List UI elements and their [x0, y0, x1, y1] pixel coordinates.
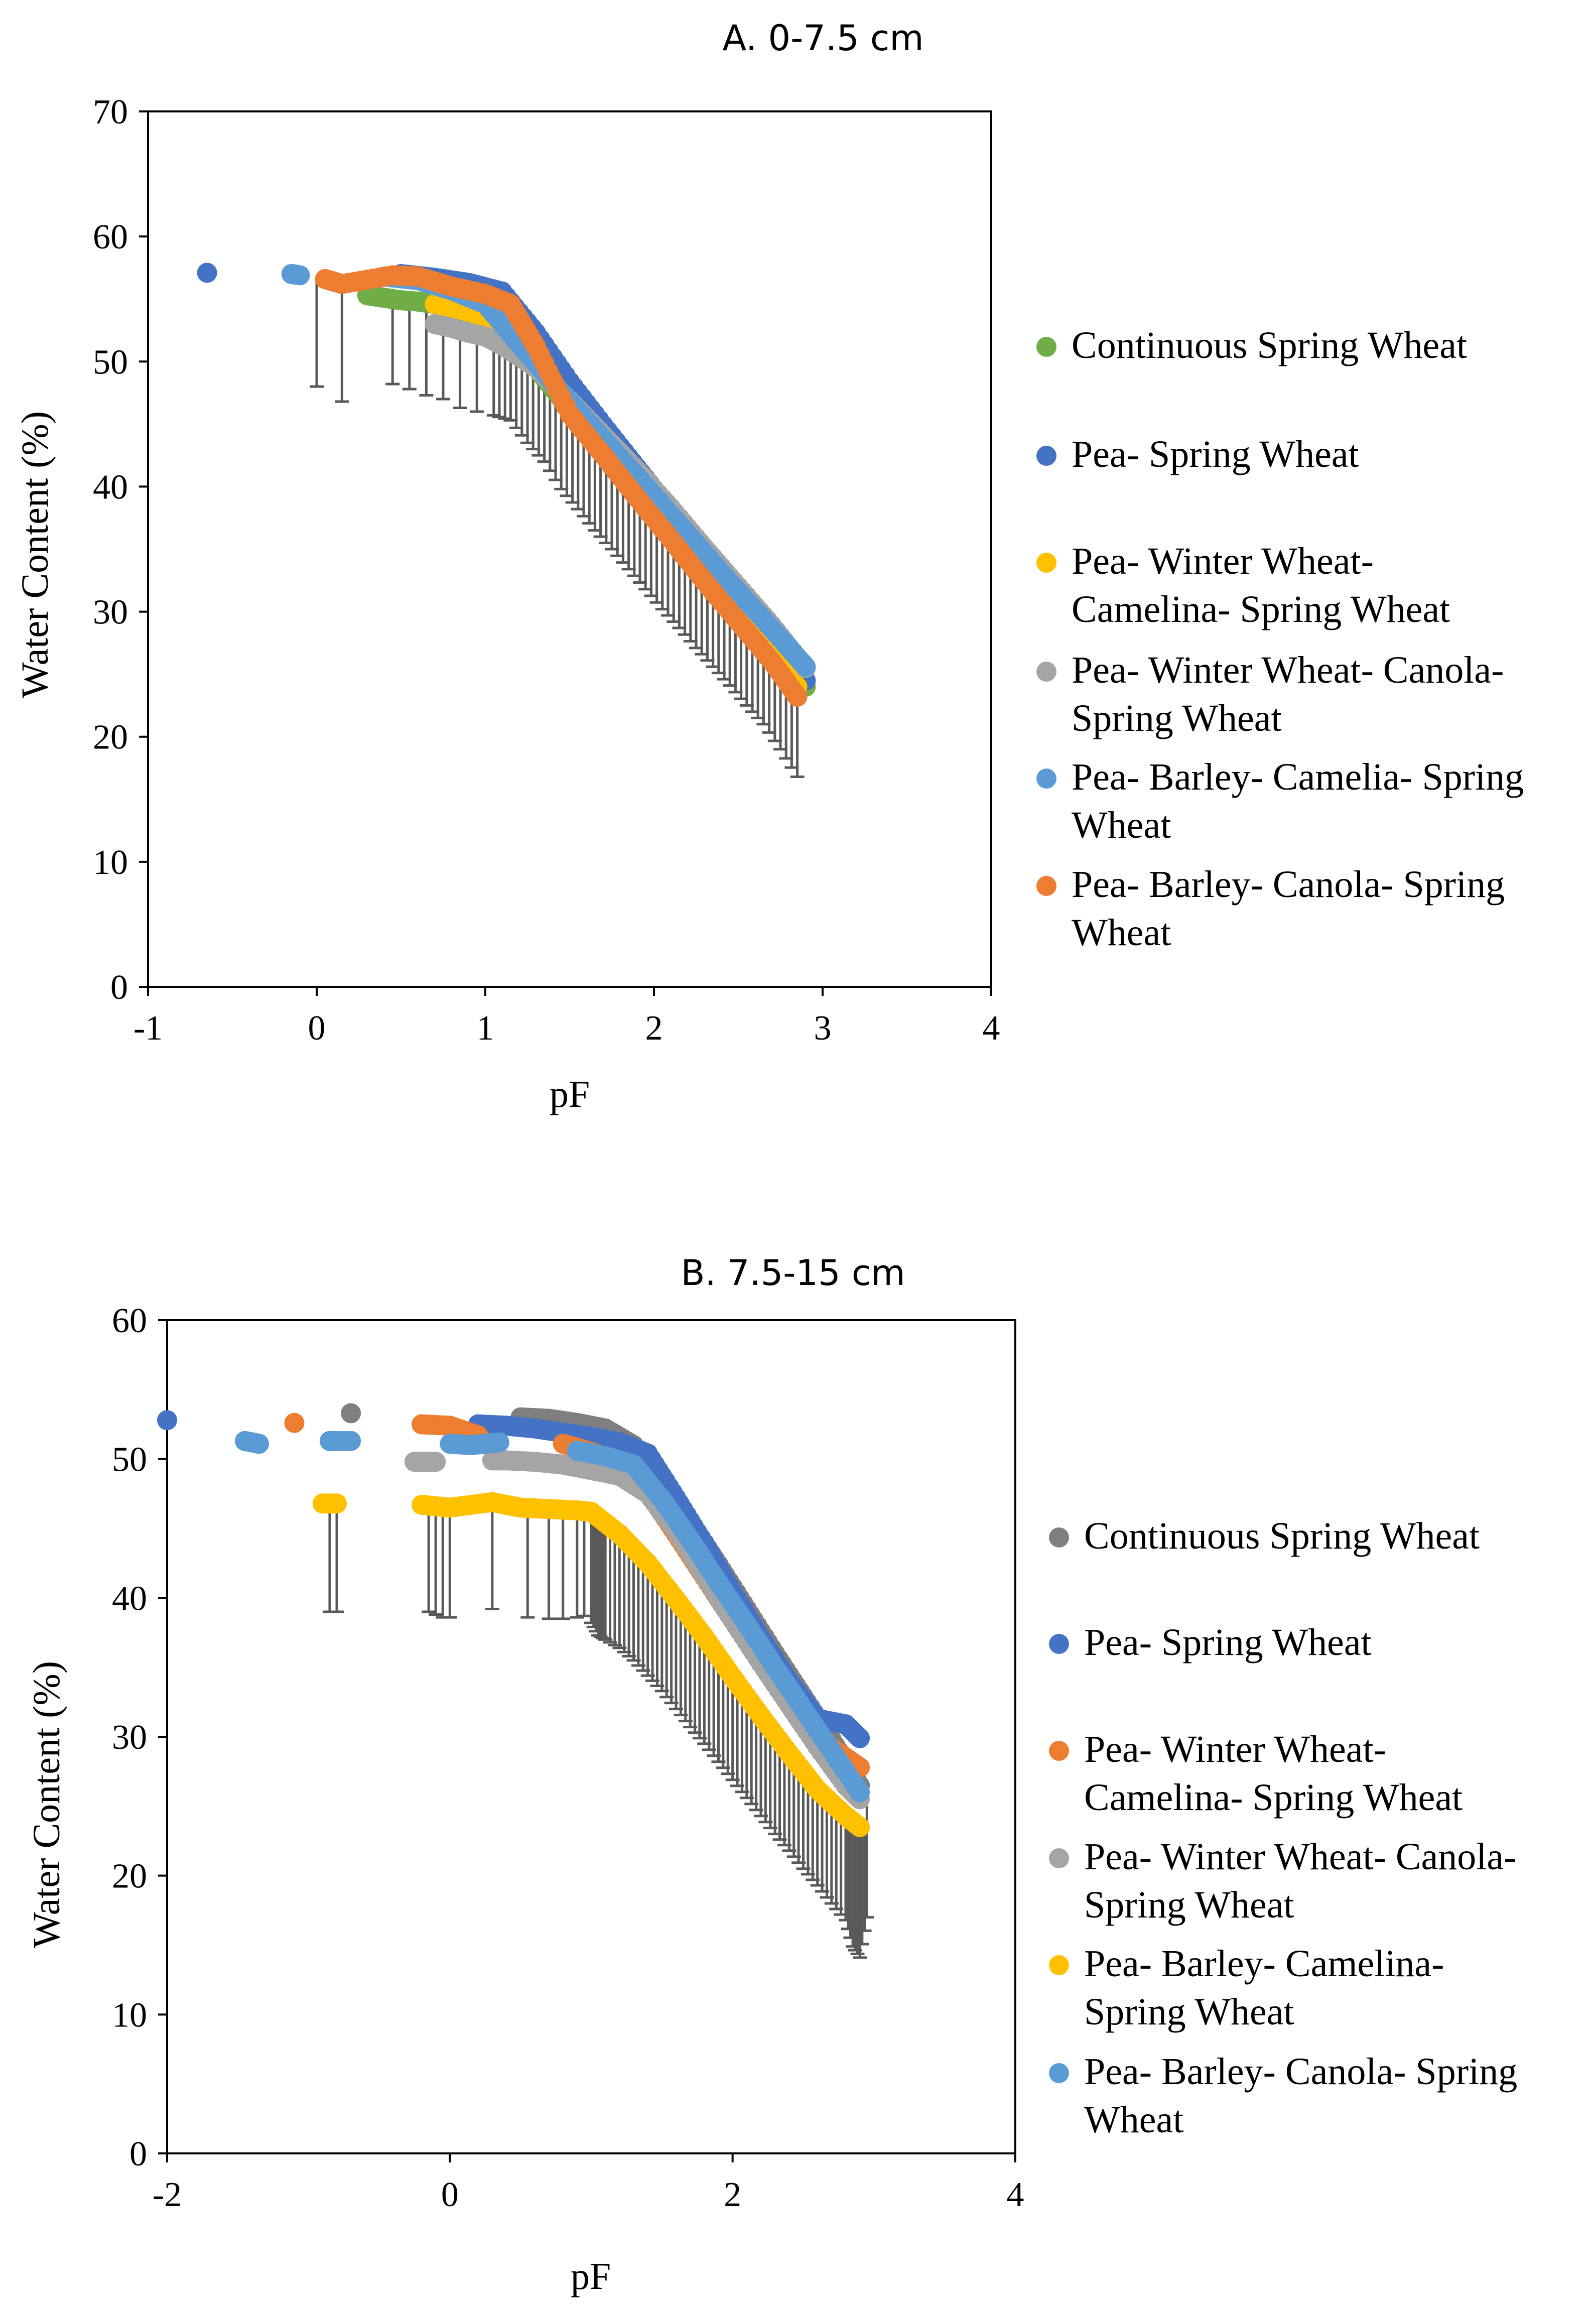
- chart-a-x-tick-label: 1: [477, 1009, 494, 1048]
- chart-a-legend-item: Pea- Winter Wheat- Canola-Spring Wheat: [1036, 649, 1504, 739]
- chart-a-x-tick-label: 4: [983, 1009, 1000, 1048]
- chart-b-legend-marker: [1049, 1634, 1069, 1654]
- chart-b-legend-marker: [1049, 1848, 1069, 1868]
- chart-b-data-point: [284, 1413, 305, 1433]
- chart-b-x-tick-label: 4: [1007, 2175, 1024, 2214]
- chart-b-error-bars: [322, 1502, 874, 1959]
- chart-a-x-axis-title: pF: [550, 1073, 590, 1115]
- chart-a-legend-item: Pea- Barley- Canola- Spring Wheat: [1036, 863, 1505, 954]
- chart-b-data-point: [341, 1431, 361, 1451]
- chart-a-title: A. 0-7.5 cm: [722, 18, 923, 59]
- chart-b-data-point: [850, 1728, 870, 1748]
- chart-b-legend-marker: [1049, 1955, 1069, 1975]
- chart-a-x-tick-label: 3: [814, 1009, 832, 1048]
- chart-b-data-point: [426, 1452, 446, 1472]
- chart-a-legend-label: Continuous Spring Wheat: [1072, 324, 1467, 366]
- chart-a-legend-item: Pea- Barley- Camelia- Spring Wheat: [1036, 756, 1524, 846]
- chart-a-y-tick-label: 40: [93, 468, 128, 506]
- chart-a-legend-marker: [1036, 769, 1056, 789]
- chart-a-x-tick-label: 2: [645, 1009, 663, 1048]
- chart-a-legend-item: Pea- Spring Wheat: [1036, 433, 1359, 475]
- chart-a-legend-item: Pea- Winter Wheat-Camelina- Spring Wheat: [1036, 540, 1450, 630]
- chart-a-data-point: [290, 265, 310, 286]
- chart-b-y-tick-label: 10: [112, 1996, 147, 2034]
- chart-b-y-tick-label: 40: [112, 1579, 147, 1618]
- chart-a-legend-label: Pea- Winter Wheat-Camelina- Spring Wheat: [1072, 540, 1450, 630]
- chart-b-x-tick-label: 2: [724, 2175, 741, 2214]
- chart-b-legend-label: Pea- Winter Wheat-Camelina- Spring Wheat: [1084, 1728, 1462, 1819]
- chart-b-legend-label: Pea- Barley- Camelina-Spring Wheat: [1084, 1943, 1444, 2033]
- chart-a-data-point: [787, 686, 808, 707]
- chart-b-y-tick-label: 60: [112, 1302, 147, 1340]
- chart-a-legend-label: Pea- Barley- Canola- Spring Wheat: [1072, 863, 1505, 954]
- chart-b-x-axis-title: pF: [571, 2255, 611, 2297]
- chart-a-y-tick-label: 50: [93, 343, 128, 381]
- chart-a-series-pea-barley-canola-spring-wheat: [315, 265, 808, 707]
- chart-a-y-tick-label: 10: [93, 843, 128, 882]
- chart-b-x-tick-label: 0: [441, 2175, 459, 2214]
- chart-b-data-point: [850, 1782, 870, 1803]
- chart-b-y-tick-label: 20: [112, 1857, 147, 1896]
- chart-a-legend-marker: [1036, 553, 1056, 573]
- chart-b-x-tick-label: -2: [153, 2175, 182, 2214]
- chart-a-legend-label: Pea- Spring Wheat: [1072, 433, 1359, 475]
- chart-a-legend-marker: [1036, 337, 1056, 357]
- chart-b-legend-item: Pea- Winter Wheat- Canola-Spring Wheat: [1049, 1836, 1516, 1926]
- chart-a-legend-marker: [1036, 446, 1056, 466]
- chart-b-y-axis-title: Water Content (%): [26, 1661, 68, 1948]
- chart-b-y-tick-label: 50: [112, 1441, 147, 1479]
- chart-b-legend-label: Pea- Winter Wheat- Canola-Spring Wheat: [1084, 1836, 1516, 1926]
- chart-b-legend-marker: [1049, 1741, 1069, 1761]
- chart-b-legend-item: Pea- Barley- Canola- Spring Wheat: [1049, 2051, 1517, 2141]
- chart-b-legend-item: Pea- Winter Wheat-Camelina- Spring Wheat: [1049, 1728, 1462, 1819]
- chart-a-legend-label: Pea- Barley- Camelia- Spring Wheat: [1072, 756, 1524, 846]
- chart-b-legend-marker: [1049, 2063, 1069, 2083]
- chart-a-y-axis-title: Water Content (%): [14, 411, 56, 698]
- chart-a-legend-marker: [1036, 662, 1056, 682]
- chart-b-title: B. 7.5-15 cm: [681, 1252, 905, 1294]
- chart-a-plot-frame: [147, 110, 992, 988]
- chart-a-data-point: [795, 657, 816, 677]
- chart-b-series-pea-barley-canola-spring-wheat: [234, 1431, 870, 1803]
- chart-b-legend-marker: [1049, 1527, 1069, 1548]
- chart-b-legend-item: Continuous Spring Wheat: [1049, 1515, 1480, 1557]
- chart-a-y-tick-label: 20: [93, 718, 128, 757]
- chart-b-legend-item: Pea- Barley- Camelina-Spring Wheat: [1049, 1943, 1444, 2033]
- chart-b-y-tick-label: 30: [112, 1718, 147, 1757]
- chart-b-series-pea-spring-wheat: [157, 1410, 870, 1748]
- chart-a-legend-label: Pea- Winter Wheat- Canola-Spring Wheat: [1072, 649, 1504, 739]
- chart-b-data-point: [157, 1410, 177, 1431]
- chart-a-y-tick-label: 30: [93, 593, 128, 632]
- chart-b-legend: Continuous Spring Wheat Pea- Spring Wheat…: [1049, 1515, 1517, 2141]
- chart-b-data-point: [341, 1403, 361, 1424]
- chart-b-series-pea-barley-camelina-spring-wheat: [312, 1492, 870, 1837]
- chart-a-x-tick-label: 0: [308, 1009, 326, 1048]
- chart-a-y-tick-label: 0: [110, 968, 128, 1007]
- chart-b-data-point: [850, 1817, 870, 1837]
- chart-a-y-tick-label: 60: [93, 218, 128, 257]
- chart-a-data-point: [197, 263, 217, 283]
- chart-b-legend-label: Pea- Spring Wheat: [1084, 1621, 1372, 1663]
- chart-b-legend-label: Pea- Barley- Canola- Spring Wheat: [1084, 2051, 1517, 2141]
- chart-a-legend: Continuous Spring Wheat Pea- Spring Wheat…: [1036, 324, 1524, 954]
- chart-a-legend-item: Continuous Spring Wheat: [1036, 324, 1467, 366]
- chart-a-x-tick-label: -1: [134, 1009, 163, 1048]
- chart-b-y-tick-label: 0: [129, 2135, 147, 2173]
- chart-b-legend-label: Continuous Spring Wheat: [1084, 1515, 1480, 1557]
- chart-a-legend-marker: [1036, 876, 1056, 896]
- chart-b-legend-item: Pea- Spring Wheat: [1049, 1621, 1372, 1663]
- chart-a-y-tick-label: 70: [93, 93, 128, 132]
- chart-b-data-point: [489, 1432, 509, 1453]
- chart-b-data-point: [249, 1434, 270, 1454]
- chart-b-data-point: [327, 1493, 347, 1514]
